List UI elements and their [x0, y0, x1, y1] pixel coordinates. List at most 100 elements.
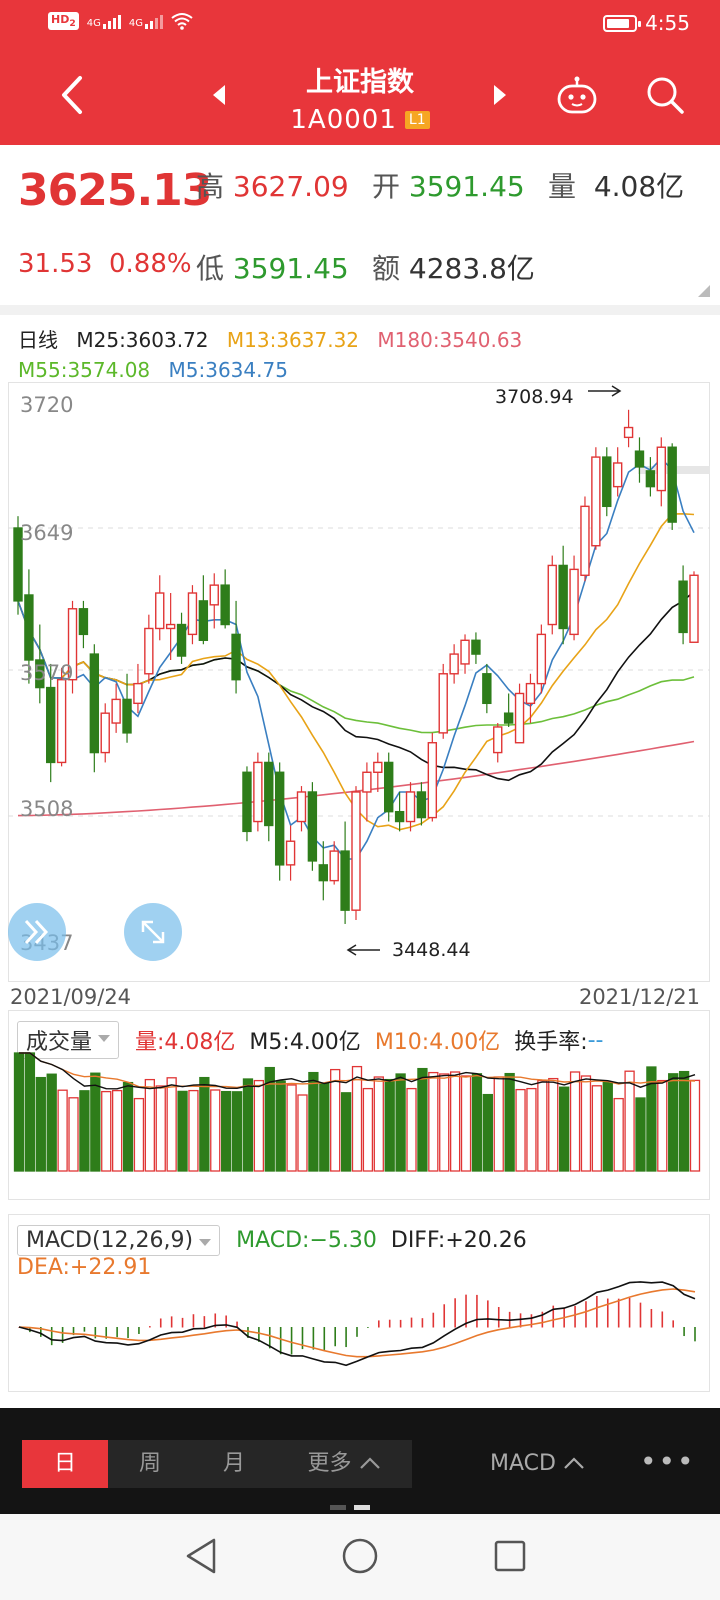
- candle: [329, 841, 339, 885]
- low-item: 低 3591.45: [196, 252, 349, 285]
- wifi-icon: [171, 13, 193, 30]
- volume-bar: [79, 1090, 90, 1172]
- tab-day[interactable]: 日: [22, 1440, 108, 1488]
- expand-corner-icon[interactable]: [698, 285, 710, 297]
- candle: [373, 752, 383, 792]
- volume-panel: 成交量 量:4.08亿 M5:4.00亿 M10:4.00亿 换手率: --: [8, 1010, 710, 1200]
- volume-bar: [569, 1071, 581, 1172]
- volume-bar: [351, 1065, 363, 1172]
- volume-bar: [111, 1089, 123, 1172]
- candle: [351, 786, 361, 921]
- dea-line: [18, 1288, 696, 1358]
- candle: [133, 663, 143, 714]
- low-value: 3591.45: [232, 252, 349, 285]
- candle: [155, 575, 165, 641]
- candle: [296, 786, 307, 832]
- volume-bar: [559, 1086, 570, 1172]
- volume-bar: [133, 1097, 145, 1172]
- section-divider: [0, 305, 720, 315]
- change-pct: 0.88%: [108, 249, 192, 279]
- volume-bar: [231, 1091, 243, 1172]
- nav-back-icon[interactable]: [180, 1534, 224, 1578]
- open-item: 开 3591.45: [372, 170, 525, 203]
- volume-bar: [319, 1082, 330, 1172]
- ma180-label: M180:3540.63: [377, 328, 523, 352]
- candle: [394, 791, 405, 832]
- volume-bar: [602, 1081, 613, 1172]
- ma55-label: M55:3574.08: [18, 358, 151, 382]
- y-tick-label: 3579: [20, 661, 73, 685]
- volume-value: 量:4.08亿: [135, 1030, 236, 1055]
- volume-bar: [362, 1087, 374, 1172]
- nav-home-icon[interactable]: [338, 1534, 382, 1578]
- candle: [187, 585, 198, 645]
- candle: [46, 663, 56, 783]
- candle: [536, 624, 547, 694]
- volume-header: 成交量 量:4.08亿 M5:4.00亿 M10:4.00亿 换手率: --: [17, 1021, 604, 1059]
- candle: [678, 565, 688, 645]
- volume-bar: [646, 1066, 657, 1172]
- volume-bar: [68, 1097, 79, 1172]
- expand-icon: [141, 920, 165, 944]
- candle: [362, 762, 372, 822]
- robot-icon[interactable]: [554, 74, 600, 120]
- candle: [13, 516, 23, 615]
- next-arrow-icon[interactable]: [484, 80, 514, 110]
- clock: 4:55: [645, 11, 690, 35]
- change-value: 31.53: [18, 249, 93, 279]
- volume-bar: [668, 1073, 679, 1172]
- volume-bar: [122, 1081, 134, 1172]
- min-label: 3448.44: [392, 939, 471, 961]
- volume-bar: [471, 1073, 483, 1172]
- macd-panel: MACD(12,26,9) MACD:−5.30 DIFF:+20.26 DEA…: [8, 1214, 710, 1392]
- collapse-left-button[interactable]: [8, 903, 66, 961]
- indicator-select[interactable]: MACD: [490, 1440, 585, 1488]
- tab-more[interactable]: 更多: [276, 1440, 412, 1488]
- open-value: 3591.45: [408, 170, 525, 203]
- volume-bar: [221, 1090, 232, 1172]
- candle: [416, 782, 427, 826]
- volume-bar: [580, 1075, 592, 1172]
- ma13-label: M13:3637.32: [226, 328, 360, 352]
- end-date: 2021/12/21: [578, 985, 700, 1009]
- ma-legend: 日线 M25:3603.72 M13:3637.32 M180:3540.63 …: [18, 325, 708, 385]
- nav-row: 上证指数 1A0001 L1: [0, 52, 720, 142]
- macd-indicator-select[interactable]: MACD(12,26,9): [17, 1225, 221, 1256]
- volume-bar: [526, 1087, 537, 1172]
- back-icon[interactable]: [50, 70, 100, 120]
- volume-bar: [493, 1076, 504, 1172]
- candle: [656, 437, 666, 507]
- candle: [220, 569, 230, 629]
- candle: [645, 457, 656, 497]
- tab-week[interactable]: 周: [138, 1451, 161, 1476]
- candle: [264, 752, 274, 842]
- candle: [569, 555, 579, 641]
- candle: [602, 447, 612, 517]
- volume-bar: [340, 1092, 352, 1172]
- max-label: 3708.94: [495, 386, 574, 408]
- max-annotation: 3708.94: [495, 385, 622, 408]
- nav-recents-icon[interactable]: [488, 1534, 532, 1578]
- y-tick-label: 3720: [20, 393, 73, 417]
- candle: [100, 703, 110, 763]
- volume-bar: [439, 1073, 450, 1172]
- volume-indicator-select[interactable]: 成交量: [17, 1021, 120, 1059]
- volume-bar: [275, 1080, 286, 1172]
- volume-m5: M5:4.00亿: [249, 1030, 361, 1055]
- tab-month[interactable]: 月: [222, 1451, 245, 1476]
- prev-arrow-icon[interactable]: [205, 80, 235, 110]
- more-options-button[interactable]: •••: [640, 1445, 696, 1478]
- candle: [274, 762, 285, 881]
- stock-name: 上证指数: [306, 67, 414, 98]
- fullscreen-button[interactable]: [124, 903, 182, 961]
- candle: [253, 752, 263, 832]
- volume-bar: [13, 1052, 25, 1172]
- volume-bar: [395, 1073, 406, 1172]
- candle: [318, 841, 328, 901]
- candlestick-chart[interactable]: 3720 3649 3579 3508 3437 3708.94 3448.44: [8, 382, 710, 982]
- stock-title: 上证指数 1A0001 L1: [245, 60, 475, 135]
- volume-bar: [330, 1068, 341, 1172]
- volume-bar: [24, 1052, 36, 1172]
- search-icon[interactable]: [642, 72, 688, 118]
- y-tick-label: 3508: [20, 797, 73, 821]
